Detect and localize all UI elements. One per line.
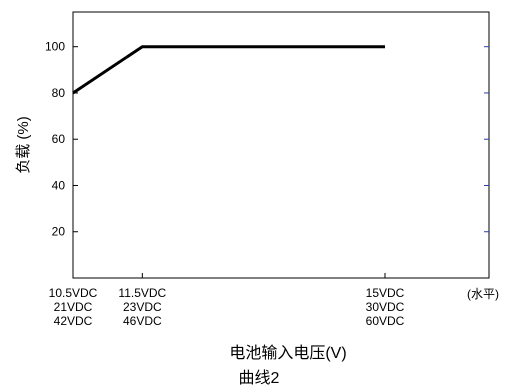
y-axis-label: 负载 (%)	[15, 116, 32, 174]
x-tick-label: 60VDC	[366, 314, 405, 328]
x-axis-note: (水平)	[467, 287, 499, 301]
x-tick-label: 46VDC	[123, 314, 162, 328]
y-axis-ticks: 20 40 60 80 100	[45, 40, 489, 239]
plot-frame	[72, 11, 490, 279]
x-tick-label: 21VDC	[54, 300, 93, 314]
y-tick-label: 40	[52, 178, 66, 192]
x-tick-label: 15VDC	[366, 286, 405, 300]
load-curve-line	[72, 45, 385, 95]
x-tick-label: 42VDC	[54, 314, 93, 328]
x-tick-label: 30VDC	[366, 300, 405, 314]
x-axis-label: 电池输入电压(V)	[229, 344, 346, 362]
x-tick-label: 11.5VDC	[118, 286, 166, 300]
x-tick-label: 23VDC	[123, 300, 162, 314]
y-tick-label: 80	[52, 86, 66, 100]
y-tick-label: 60	[52, 132, 66, 146]
x-tick-label: 10.5VDC	[49, 286, 98, 300]
chart-caption: 曲线2	[239, 369, 280, 387]
y-tick-label: 100	[45, 40, 65, 54]
y-tick-label: 20	[52, 225, 66, 239]
